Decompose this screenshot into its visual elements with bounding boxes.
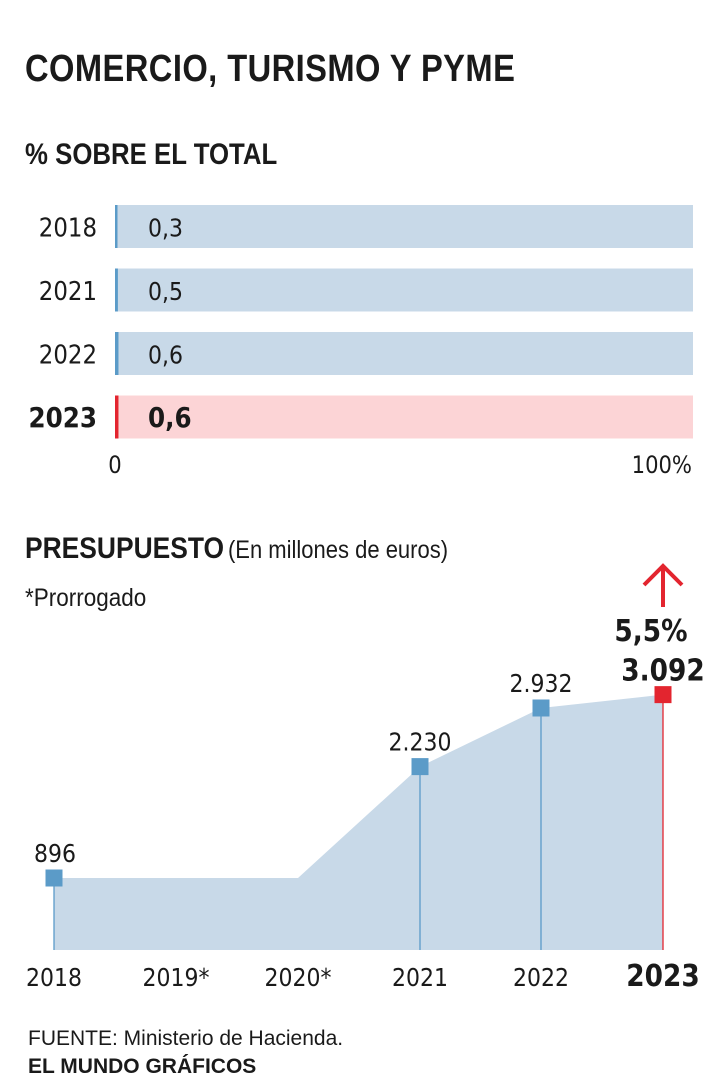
credit-line: EL MUNDO GRÁFICOS [28, 1055, 257, 1078]
share-chart-title: % SOBRE EL TOTAL [25, 138, 278, 171]
bar-category-label: 2023 [28, 403, 97, 435]
bar-track [115, 268, 693, 312]
x-tick-label: 2021 [392, 963, 448, 993]
data-value-label: 2.230 [389, 727, 452, 757]
bar [115, 268, 118, 312]
extension-note: *Prorrogado [25, 584, 147, 612]
budget-title-main: PRESUPUESTO [25, 532, 225, 565]
bar-track [115, 332, 693, 375]
x-tick-label: 2018 [26, 963, 82, 993]
x-tick-label: 2022 [513, 963, 569, 993]
area-fill [54, 694, 663, 950]
bar-value-label: 0,6 [148, 403, 192, 435]
data-value-label: 3.092 [621, 653, 704, 688]
bar [115, 205, 118, 248]
change-percent-label: 5,5% [614, 613, 687, 648]
x-tick-label: 2019* [143, 963, 210, 993]
data-value-label: 896 [34, 839, 76, 869]
x-tick-label: 2023 [626, 958, 699, 993]
bar-value-label: 0,3 [148, 213, 183, 243]
budget-title-unit: (En millones de euros) [227, 536, 449, 564]
axis-max-label: 100% [632, 452, 692, 480]
data-point-marker [654, 686, 672, 704]
data-point-marker [411, 758, 429, 776]
budget-area-chart: 896 2018 2019* 2020* 2.230 2021 2.932 2022 3.092… [26, 563, 705, 993]
bar [115, 332, 119, 375]
bar-track [115, 205, 693, 248]
source-note: FUENTE: Ministerio de Hacienda. [28, 1027, 344, 1050]
bar-track [115, 395, 693, 439]
x-tick-label: 2020* [265, 963, 332, 993]
page-title: COMERCIO, TURISMO Y PYME [25, 48, 516, 90]
axis-min-label: 0 [108, 452, 121, 480]
share-bar-chart: 2018 0,3 2021 0,5 2022 0,6 2023 0,6 0 100% [28, 205, 693, 480]
data-point-marker [532, 699, 550, 717]
bar [115, 395, 119, 439]
bar-category-label: 2022 [39, 339, 97, 370]
bar-category-label: 2021 [39, 276, 97, 307]
up-arrow-icon [642, 563, 684, 607]
bar-category-label: 2018 [39, 212, 97, 243]
bar-value-label: 0,6 [148, 340, 183, 370]
data-value-label: 2.932 [510, 669, 573, 699]
budget-chart-title: PRESUPUESTO (En millones de euros) [25, 532, 448, 566]
bar-value-label: 0,5 [148, 277, 183, 307]
data-point-marker [45, 869, 63, 887]
